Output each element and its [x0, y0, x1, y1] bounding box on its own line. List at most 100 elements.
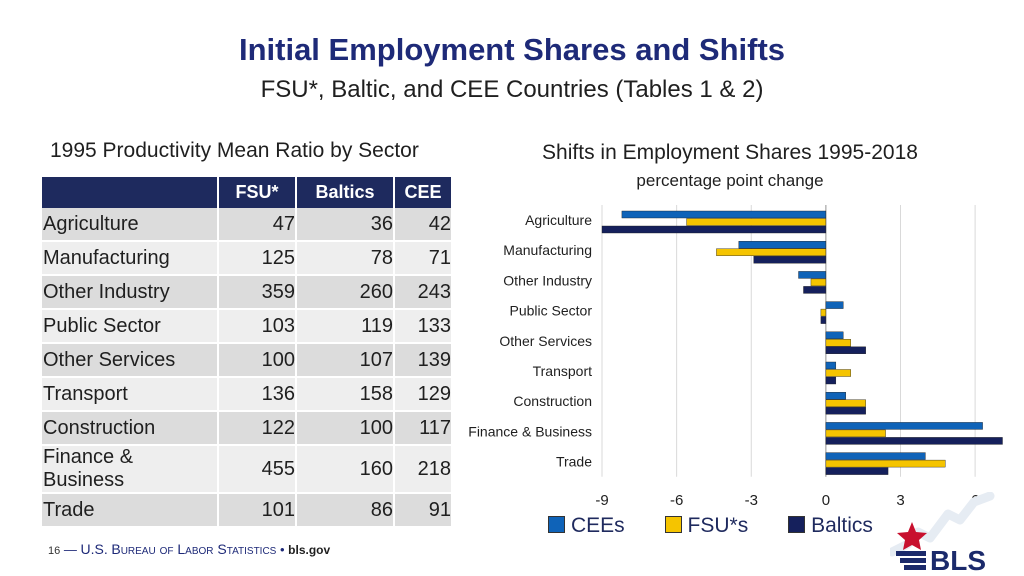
- legend-item-cees: CEEs: [548, 514, 625, 538]
- category-label: Finance & Business: [468, 423, 592, 439]
- star-icon: [897, 522, 927, 550]
- row-value: 117: [393, 411, 451, 446]
- bar-fsus: [825, 369, 851, 377]
- footer-url[interactable]: bls.gov: [288, 543, 331, 557]
- logo-text: BLS: [930, 545, 986, 574]
- row-value: 100: [217, 343, 296, 378]
- bar-cees: [621, 210, 827, 219]
- legend-label-fsu: FSU*s: [687, 514, 749, 537]
- table-row: Finance & Business 455 160 218: [42, 445, 451, 494]
- logo-stripe-2: [900, 558, 926, 563]
- slide-footer: 16 — U.S. Bureau of Labor Statistics • b…: [48, 541, 330, 557]
- bar-fsus: [810, 278, 827, 287]
- row-value: 101: [217, 493, 296, 528]
- bar-cees: [825, 452, 926, 460]
- logo-stripe-3: [904, 565, 926, 570]
- row-value: 139: [393, 343, 451, 378]
- chart-subtitle: percentage point change: [636, 171, 824, 190]
- slide-subtitle: FSU*, Baltic, and CEE Countries (Tables …: [260, 76, 764, 103]
- header-fsu: FSU*: [217, 177, 296, 208]
- header-blank: [42, 177, 218, 208]
- table-row: Trade 101 86 91: [42, 493, 451, 528]
- row-value: 107: [295, 343, 394, 378]
- bar-fsus: [716, 248, 827, 256]
- row-value: 133: [393, 309, 451, 344]
- row-label: Agriculture: [42, 208, 218, 242]
- row-value: 100: [295, 411, 394, 446]
- bar-fsus: [825, 429, 886, 438]
- bar-cees: [825, 301, 844, 309]
- legend-item-baltics: Baltics: [788, 514, 873, 538]
- row-value: 119: [295, 309, 394, 344]
- bar-cees: [738, 241, 827, 249]
- footer-dash: —: [63, 542, 77, 557]
- legend-swatch-cees: [548, 516, 565, 533]
- bar-baltics: [601, 225, 827, 234]
- row-label: Other Services: [42, 343, 218, 378]
- row-value: 42: [393, 208, 451, 242]
- table-title: 1995 Productivity Mean Ratio by Sector: [50, 139, 419, 162]
- bar-baltics: [825, 346, 866, 355]
- row-value: 129: [393, 377, 451, 412]
- bar-cees: [798, 271, 827, 279]
- row-value: 160: [295, 445, 394, 494]
- row-value: 91: [393, 493, 451, 528]
- bar-baltics: [820, 316, 827, 324]
- row-value: 71: [393, 241, 451, 276]
- row-value: 455: [217, 445, 296, 494]
- row-value: 47: [217, 208, 296, 242]
- bar-baltics: [803, 286, 827, 294]
- legend-item-fsu: FSU*s: [664, 514, 749, 538]
- table-row: Other Industry 359 260 243: [42, 275, 451, 310]
- bar-fsus: [686, 218, 827, 226]
- category-label: Public Sector: [510, 303, 593, 319]
- category-label: Trade: [556, 454, 592, 470]
- slide-title: Initial Employment Shares and Shifts: [238, 32, 786, 67]
- x-tick-label: -9: [595, 492, 608, 509]
- row-value: 136: [217, 377, 296, 412]
- row-label: Transport: [42, 377, 218, 412]
- bar-baltics: [825, 406, 866, 415]
- header-cee: CEE: [393, 177, 451, 208]
- row-label: Construction: [42, 411, 218, 446]
- category-label: Transport: [533, 363, 593, 379]
- legend-label-baltics: Baltics: [811, 514, 873, 537]
- bar-baltics: [825, 437, 1003, 445]
- row-value: 103: [217, 309, 296, 344]
- x-tick-label: 3: [896, 492, 904, 509]
- category-label: Construction: [513, 393, 592, 409]
- category-label: Other Services: [499, 333, 592, 349]
- bar-baltics: [825, 376, 837, 385]
- bar-fsus: [825, 459, 946, 468]
- x-tick-label: -6: [670, 492, 683, 509]
- bar-fsus: [825, 399, 866, 407]
- row-value: 158: [295, 377, 394, 412]
- bar-baltics: [825, 467, 889, 475]
- footer-org-prefix: U.S.: [80, 541, 108, 557]
- row-label: Manufacturing: [42, 241, 218, 276]
- table-row: Public Sector 103 119 133: [42, 309, 451, 344]
- table-row: Other Services 100 107 139: [42, 343, 451, 378]
- header-baltics: Baltics: [295, 177, 394, 208]
- table-row: Manufacturing 125 78 71: [42, 241, 451, 276]
- row-value: 36: [295, 208, 394, 242]
- bar-fsus: [820, 308, 827, 317]
- bar-cees: [825, 361, 837, 370]
- page-number: 16: [48, 545, 61, 557]
- table-row: Transport 136 158 129: [42, 377, 451, 412]
- logo-stripe-1: [896, 551, 926, 556]
- table-header-row: FSU* Baltics CEE: [42, 177, 451, 208]
- table-row: Construction 122 100 117: [42, 411, 451, 446]
- bar-baltics: [753, 256, 827, 264]
- row-value: 122: [217, 411, 296, 446]
- productivity-table: FSU* Baltics CEE Agriculture 47 36 42 Manufa…: [42, 177, 451, 528]
- x-tick-label: -3: [745, 492, 758, 509]
- row-value: 78: [295, 241, 394, 276]
- row-value: 218: [393, 445, 451, 494]
- bar-cees: [825, 391, 846, 400]
- legend-label-cees: CEEs: [571, 514, 625, 537]
- row-value: 359: [217, 275, 296, 310]
- legend-swatch-fsu: [664, 516, 682, 533]
- row-label: Public Sector: [42, 309, 218, 344]
